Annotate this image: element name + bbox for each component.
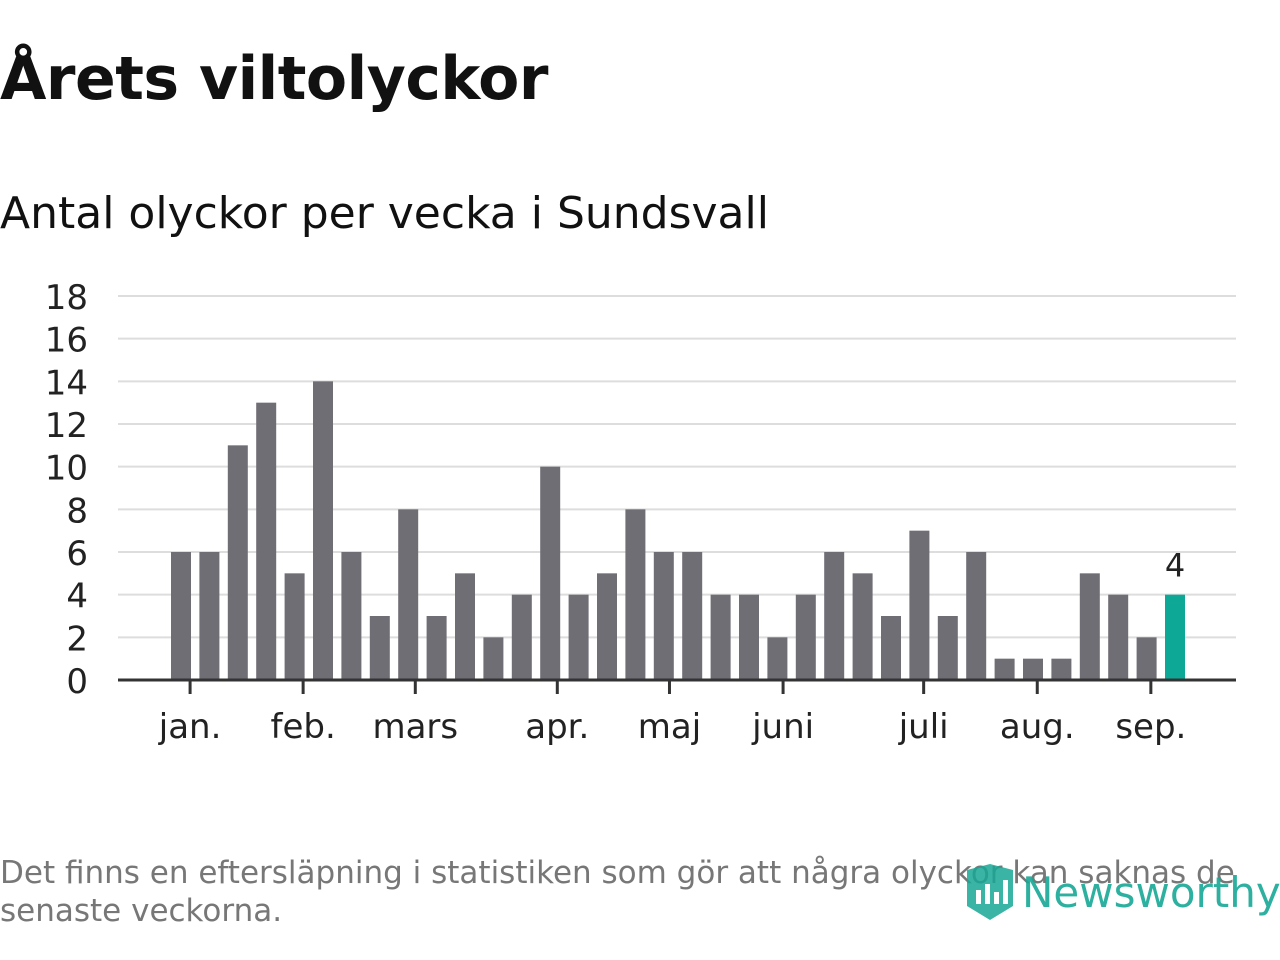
- highlight-data-label: 4: [1165, 547, 1185, 585]
- bar: [369, 616, 390, 680]
- x-tick-label: apr.: [525, 707, 589, 747]
- bar: [824, 552, 845, 680]
- bar: [398, 509, 419, 680]
- bar: [966, 552, 987, 680]
- bar: [1079, 573, 1100, 680]
- bar: [937, 616, 958, 680]
- y-tick-label: 0: [66, 662, 88, 702]
- bar: [1108, 594, 1129, 680]
- footnote: Det finns en eftersläpning i statistiken…: [0, 855, 1235, 929]
- y-tick-label: 8: [66, 491, 88, 531]
- bar: [455, 573, 475, 680]
- newsworthy-chart-icon: [967, 864, 1013, 920]
- page-title: Årets viltolyckor: [0, 44, 549, 114]
- bar: [710, 594, 731, 680]
- bar: [199, 552, 220, 680]
- bar: [739, 594, 759, 680]
- newsworthy-logo: Newsworthy: [964, 862, 1280, 922]
- y-tick-label: 16: [45, 321, 88, 361]
- bar: [227, 445, 248, 680]
- bar: [483, 637, 504, 680]
- bar: [994, 658, 1015, 680]
- bar: [341, 552, 362, 680]
- bar: [597, 573, 617, 680]
- x-tick-label: feb.: [270, 707, 335, 747]
- highlight-bar: [1165, 594, 1185, 680]
- bar: [767, 637, 788, 680]
- bar: [625, 509, 646, 680]
- bar: [1051, 658, 1072, 680]
- bar: [426, 616, 447, 680]
- bar: [881, 616, 901, 680]
- bar: [313, 381, 333, 680]
- bar: [284, 573, 305, 680]
- y-tick-label: 12: [45, 406, 88, 446]
- bar: [171, 552, 191, 680]
- x-tick-label: jan.: [158, 707, 222, 747]
- x-tick-label: maj: [638, 707, 701, 747]
- x-tick-label: sep.: [1115, 707, 1186, 747]
- bar: [1023, 658, 1043, 680]
- bar: [568, 594, 589, 680]
- y-tick-label: 10: [45, 449, 88, 489]
- bar: [1136, 637, 1157, 680]
- y-tick-label: 4: [66, 577, 88, 617]
- bar: [852, 573, 873, 680]
- x-tick-label: juni: [751, 707, 814, 747]
- bar: [511, 594, 532, 680]
- chart-subtitle: Antal olyckor per vecka i Sundsvall: [0, 188, 769, 239]
- y-tick-label: 6: [66, 534, 88, 574]
- x-tick-label: aug.: [1000, 707, 1075, 747]
- y-tick-label: 2: [66, 619, 88, 659]
- x-tick-label: juli: [898, 707, 949, 747]
- y-tick-label: 14: [45, 363, 88, 403]
- x-tick-label: mars: [372, 707, 458, 747]
- bar: [653, 552, 674, 680]
- bar: [795, 594, 816, 680]
- bar: [540, 466, 561, 680]
- logo-text: Newsworthy: [1022, 867, 1280, 917]
- y-tick-label: 18: [45, 278, 88, 318]
- bar: [256, 402, 277, 680]
- bar: [682, 552, 703, 680]
- bar: [909, 530, 930, 680]
